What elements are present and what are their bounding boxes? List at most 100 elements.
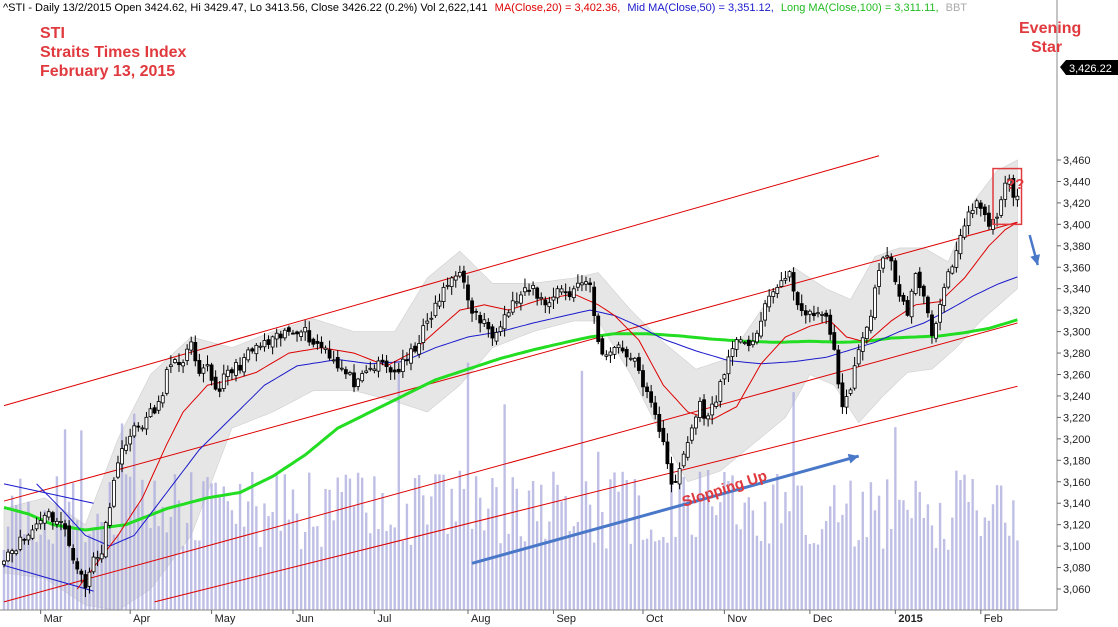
volume-bar bbox=[584, 481, 588, 610]
candle bbox=[852, 356, 857, 391]
candle bbox=[787, 270, 792, 282]
candle bbox=[490, 324, 495, 346]
candle bbox=[193, 335, 198, 367]
volume-bar bbox=[975, 510, 978, 610]
volume-bar bbox=[417, 474, 421, 610]
candle bbox=[543, 296, 548, 314]
volume-bar bbox=[242, 526, 246, 610]
volume-bar bbox=[67, 501, 71, 610]
candle-body bbox=[795, 292, 800, 306]
volume-bar bbox=[824, 521, 828, 610]
candle bbox=[185, 344, 190, 366]
candle bbox=[42, 512, 47, 530]
volume-bar bbox=[706, 470, 710, 610]
volume-bar bbox=[926, 504, 930, 610]
candle bbox=[311, 337, 316, 348]
volume-bar bbox=[780, 523, 783, 610]
volume-bar bbox=[963, 474, 966, 610]
trend-channel-layer bbox=[3, 155, 1018, 603]
candle-body bbox=[978, 202, 983, 209]
candle-body bbox=[388, 367, 393, 373]
candle bbox=[873, 284, 877, 320]
candle-body bbox=[689, 427, 694, 441]
volume-bar bbox=[613, 472, 616, 610]
candle bbox=[307, 321, 312, 346]
candle bbox=[974, 198, 979, 215]
candle-body bbox=[917, 271, 922, 288]
y-tick-label: 3,320 bbox=[1063, 305, 1091, 317]
candle bbox=[999, 196, 1004, 218]
candle-body bbox=[1011, 177, 1016, 198]
candle-body bbox=[63, 523, 67, 530]
candle-body bbox=[653, 402, 658, 415]
volume-bar bbox=[218, 496, 221, 610]
candle bbox=[502, 305, 507, 337]
candle bbox=[604, 350, 609, 361]
header-ma50: Mid MA(Close,50) = 3,351.12, bbox=[627, 2, 773, 14]
candle bbox=[380, 354, 385, 366]
title-block: STI Straits Times Index February 13, 201… bbox=[40, 25, 187, 80]
volume-bar bbox=[360, 477, 364, 610]
annotation-layer bbox=[471, 167, 1040, 565]
candle bbox=[433, 295, 438, 318]
candle-body bbox=[946, 271, 951, 288]
candle-body bbox=[445, 284, 450, 287]
candle-body bbox=[722, 374, 727, 380]
candle bbox=[987, 205, 991, 230]
candle-body bbox=[775, 287, 780, 294]
candle-body bbox=[396, 368, 401, 373]
volume-bar bbox=[283, 474, 287, 610]
volume-bar bbox=[348, 478, 352, 610]
candle bbox=[173, 357, 177, 364]
channel-line bbox=[3, 322, 1018, 603]
candle-body bbox=[429, 317, 434, 320]
candle bbox=[836, 345, 841, 389]
volume-bar bbox=[873, 510, 877, 610]
volume-bar bbox=[918, 492, 921, 610]
candle bbox=[364, 365, 369, 374]
header-ma100: Long MA(Close,100) = 3,311.11, bbox=[781, 2, 939, 14]
volume-bar bbox=[702, 494, 706, 610]
candle bbox=[160, 392, 165, 408]
volume-bar bbox=[206, 477, 209, 610]
candle-body bbox=[376, 360, 381, 372]
candle-body bbox=[258, 345, 263, 348]
candle bbox=[75, 557, 80, 574]
candle-body bbox=[958, 235, 963, 255]
volume-bar bbox=[458, 470, 462, 610]
candle-body bbox=[238, 364, 242, 371]
candle bbox=[759, 312, 763, 339]
candle-body bbox=[604, 354, 609, 357]
volume-bar bbox=[869, 482, 873, 610]
volume-bar bbox=[2, 549, 6, 610]
candle-body bbox=[502, 314, 507, 330]
x-tick-label: Oct bbox=[646, 613, 663, 625]
candle bbox=[486, 318, 491, 338]
volume-bar bbox=[564, 496, 567, 610]
volume-bar bbox=[829, 506, 832, 610]
volume-bar bbox=[751, 510, 755, 610]
candle-body bbox=[262, 340, 267, 348]
candle-body bbox=[567, 291, 572, 298]
x-tick-label: 2015 bbox=[898, 613, 922, 625]
candle-body bbox=[624, 348, 629, 358]
candle-body bbox=[661, 427, 666, 443]
candle-body bbox=[91, 556, 96, 573]
candle-body bbox=[759, 320, 763, 337]
candle-body bbox=[657, 414, 662, 432]
y-tick-label: 3,100 bbox=[1063, 541, 1091, 553]
candle-body bbox=[356, 378, 360, 387]
candle-body bbox=[982, 206, 987, 216]
volume-bar bbox=[157, 526, 160, 610]
candle bbox=[295, 330, 299, 342]
volume-bar bbox=[592, 542, 596, 610]
volume-bar bbox=[983, 517, 987, 610]
candle-body bbox=[352, 372, 356, 388]
volume-bar bbox=[865, 537, 869, 610]
candle-body bbox=[856, 349, 861, 365]
volume-bar bbox=[967, 501, 970, 610]
candle bbox=[539, 292, 544, 306]
candle-body bbox=[173, 359, 177, 364]
candle-body bbox=[791, 272, 796, 292]
volume-bar bbox=[621, 471, 624, 610]
